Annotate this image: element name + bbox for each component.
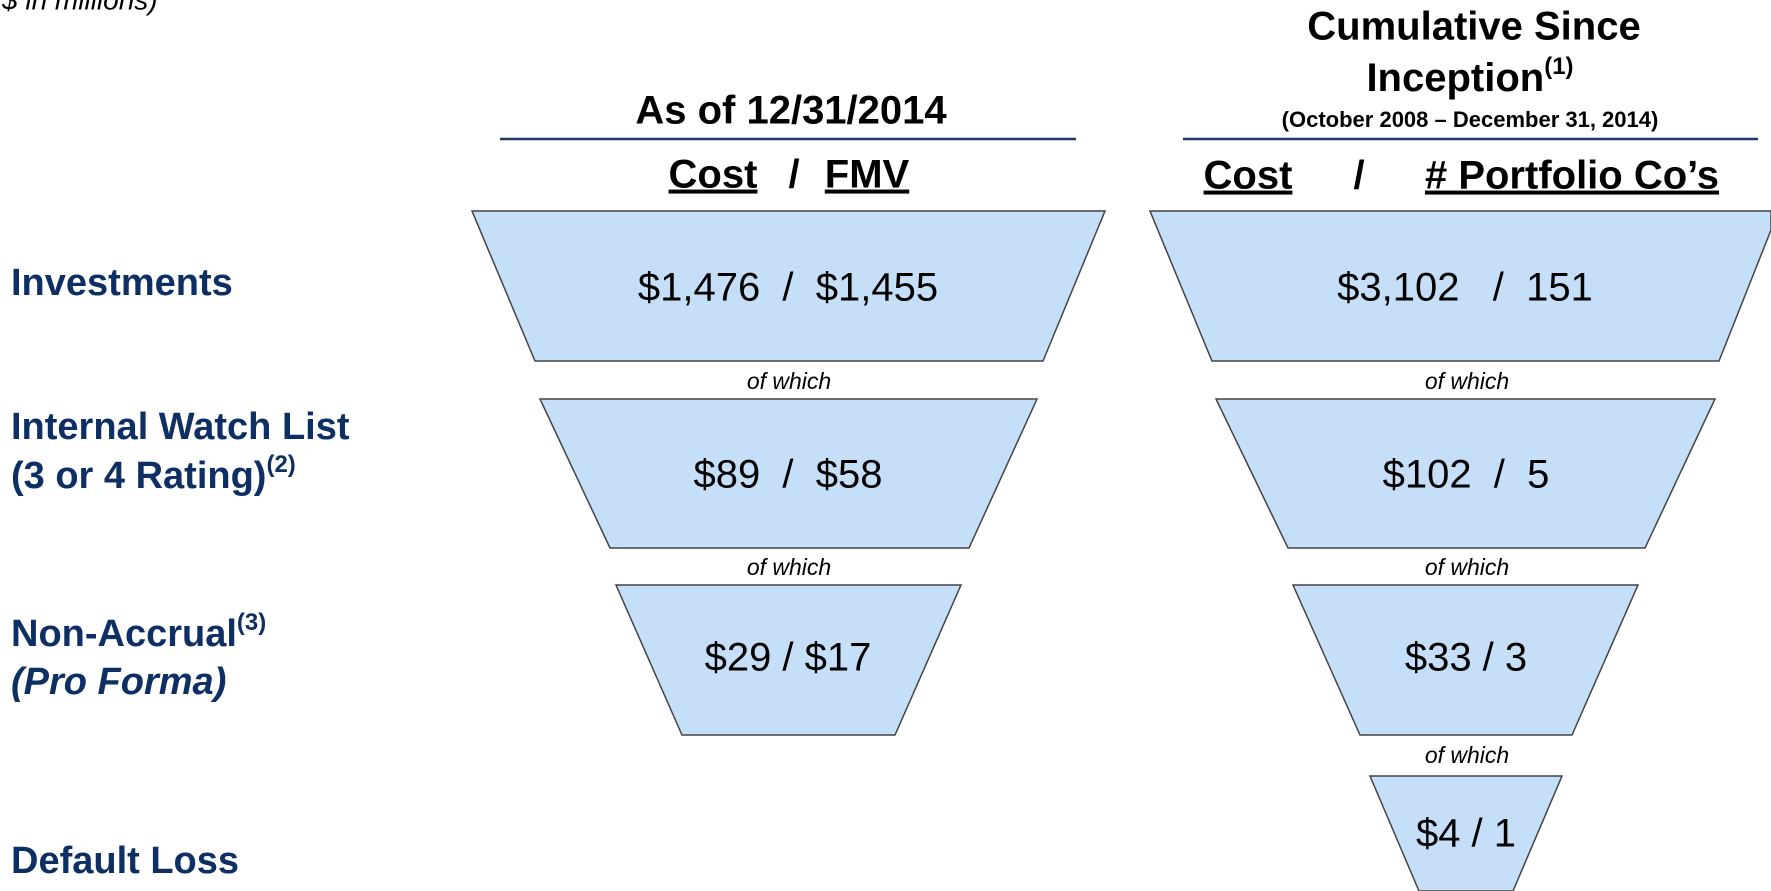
column-title: Inception(1) (1366, 53, 1573, 99)
subheader: Cost (669, 153, 758, 197)
superscript: (1) (1544, 53, 1573, 80)
funnel-stage (1148, 210, 1771, 362)
note: $ in millions) (1, 0, 158, 15)
funnel-stage (614, 584, 963, 736)
funnel-stage (1214, 398, 1717, 549)
row-label: (Pro Forma) (11, 661, 226, 703)
column-subtitle: (October 2008 – December 31, 2014) (1282, 107, 1659, 132)
stage-value: $4 / 1 (1416, 812, 1516, 856)
row-label: Internal Watch List (11, 406, 350, 448)
funnel-stage (470, 210, 1107, 362)
label-line: (3 or 4 Rating) (11, 455, 266, 497)
subheader: / (1353, 154, 1364, 198)
connector: of which (1425, 742, 1509, 768)
stage-value: $29 / $17 (705, 636, 872, 680)
superscript: (3) (237, 609, 266, 636)
stage-value: $1,476 / $1,455 (638, 266, 938, 310)
column-title: As of 12/31/2014 (635, 89, 947, 133)
row-label: (3 or 4 Rating)(2) (11, 451, 296, 497)
stage-value: $89 / $58 (693, 453, 882, 497)
row-label: Default Loss (11, 840, 239, 882)
row-label: Non-Accrual(3) (11, 609, 266, 655)
row-label: Investments (11, 262, 233, 304)
stage-value: $3,102 / 151 (1337, 266, 1593, 310)
connector: of which (747, 368, 831, 394)
funnel-stage (538, 398, 1039, 549)
subheader: FMV (825, 153, 910, 197)
superscript: (2) (266, 451, 295, 478)
connector: of which (747, 554, 831, 580)
connector: of which (1425, 368, 1509, 394)
subheader: / (788, 153, 799, 197)
funnel-stage (1368, 775, 1564, 891)
subheader: Cost (1204, 154, 1293, 198)
title-line: Inception (1366, 56, 1544, 100)
connector: of which (1425, 554, 1509, 580)
column-title: Cumulative Since (1307, 5, 1640, 49)
label-line: Non-Accrual (11, 613, 237, 655)
stage-value: $102 / 5 (1383, 453, 1550, 497)
stage-value: $33 / 3 (1405, 636, 1527, 680)
subheader: # Portfolio Co’s (1425, 154, 1719, 198)
funnel-stage (1291, 584, 1640, 736)
